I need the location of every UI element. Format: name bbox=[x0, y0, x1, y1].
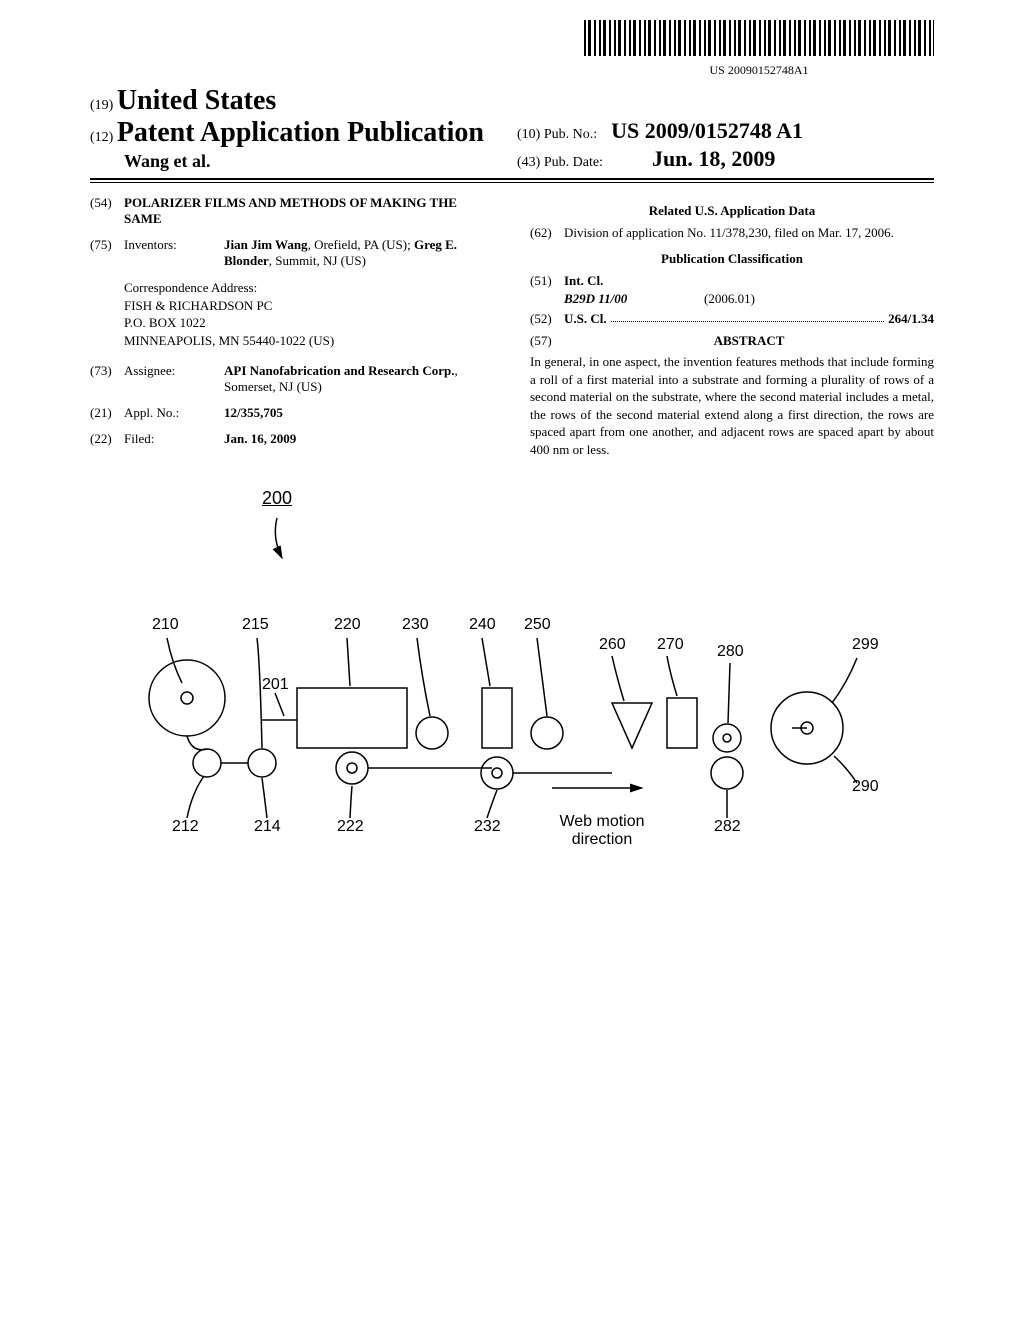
lbl-270: 270 bbox=[657, 636, 684, 654]
lbl-260: 260 bbox=[599, 636, 626, 654]
barcode bbox=[584, 20, 934, 56]
pubdate: Jun. 18, 2009 bbox=[652, 146, 775, 171]
inventor-name-1: Jian Jim Wang bbox=[224, 237, 308, 252]
header-left: (19) United States (12) Patent Applicati… bbox=[90, 85, 507, 172]
division-row: (62) Division of application No. 11/378,… bbox=[530, 225, 934, 241]
filed-num: (22) bbox=[90, 431, 124, 447]
inventors-row: (75) Inventors: Jian Jim Wang, Orefield,… bbox=[90, 237, 494, 269]
pubno-line: (10) Pub. No.: US 2009/0152748 A1 bbox=[517, 118, 934, 144]
abstract-header: (57) ABSTRACT bbox=[530, 333, 934, 349]
related-title: Related U.S. Application Data bbox=[530, 203, 934, 219]
inventors: Jian Jim Wang, Orefield, PA (US); Greg E… bbox=[224, 237, 494, 269]
corr-line1: FISH & RICHARDSON PC bbox=[124, 297, 494, 315]
pub-type-line: (12) Patent Application Publication bbox=[90, 117, 507, 149]
lbl-webmotion: Web motion direction bbox=[557, 813, 647, 849]
left-column: (54) POLARIZER FILMS AND METHODS OF MAKI… bbox=[90, 195, 512, 458]
barcode-area: US 20090152748A1 bbox=[90, 20, 934, 79]
lbl-230: 230 bbox=[402, 616, 429, 634]
country-line: (19) United States bbox=[90, 85, 507, 117]
filed: Jan. 16, 2009 bbox=[224, 431, 494, 447]
corr-label: Correspondence Address: bbox=[124, 279, 494, 297]
intcl-year: (2006.01) bbox=[704, 291, 755, 307]
pubno-label: Pub. No.: bbox=[544, 127, 597, 142]
barcode-number: US 20090152748A1 bbox=[584, 63, 934, 78]
uscl-num: (52) bbox=[530, 311, 564, 327]
invention-title: POLARIZER FILMS AND METHODS OF MAKING TH… bbox=[124, 195, 494, 227]
applno: 12/355,705 bbox=[224, 405, 494, 421]
lbl-214: 214 bbox=[254, 818, 281, 836]
pubdate-num: (43) bbox=[517, 155, 540, 170]
pubdate-line: (43) Pub. Date: Jun. 18, 2009 bbox=[517, 146, 934, 172]
assignee: API Nanofabrication and Research Corp., … bbox=[224, 363, 494, 395]
uscl-val: 264/1.34 bbox=[888, 311, 934, 327]
corr-line3: MINNEAPOLIS, MN 55440-1022 (US) bbox=[124, 332, 494, 350]
dotfill bbox=[611, 311, 885, 322]
figure: 200 bbox=[112, 488, 912, 888]
lbl-215: 215 bbox=[242, 616, 269, 634]
assignee-label: Assignee: bbox=[124, 363, 224, 379]
applno-num: (21) bbox=[90, 405, 124, 421]
intcl-row: (51) Int. Cl. bbox=[530, 273, 934, 289]
patent-page: US 20090152748A1 (19) United States (12)… bbox=[0, 0, 1024, 928]
authors: Wang et al. bbox=[124, 151, 507, 172]
pub-type-num: (12) bbox=[90, 130, 113, 145]
fig-label-200: 200 bbox=[262, 488, 292, 509]
pubno: US 2009/0152748 A1 bbox=[611, 118, 803, 143]
lbl-299: 299 bbox=[852, 636, 879, 654]
abstract-num: (57) bbox=[530, 333, 564, 349]
correspondence-block: Correspondence Address: FISH & RICHARDSO… bbox=[124, 279, 494, 349]
lbl-212: 212 bbox=[172, 818, 199, 836]
header-right: (10) Pub. No.: US 2009/0152748 A1 (43) P… bbox=[507, 118, 934, 172]
abstract-label: ABSTRACT bbox=[564, 333, 934, 349]
lbl-222: 222 bbox=[337, 818, 364, 836]
pub-type: Patent Application Publication bbox=[117, 117, 484, 148]
intcl-num: (51) bbox=[530, 273, 564, 289]
title-num: (54) bbox=[90, 195, 124, 211]
title-row: (54) POLARIZER FILMS AND METHODS OF MAKI… bbox=[90, 195, 494, 227]
abstract-text: In general, in one aspect, the invention… bbox=[530, 353, 934, 458]
figure-svg bbox=[112, 488, 912, 888]
lbl-201: 201 bbox=[262, 676, 289, 694]
division-num: (62) bbox=[530, 225, 564, 241]
applno-label: Appl. No.: bbox=[124, 405, 224, 421]
country-num: (19) bbox=[90, 98, 113, 113]
filed-label: Filed: bbox=[124, 431, 224, 447]
rule-thin bbox=[90, 182, 934, 183]
lbl-250: 250 bbox=[524, 616, 551, 634]
corr-line2: P.O. BOX 1022 bbox=[124, 314, 494, 332]
country: United States bbox=[117, 85, 276, 116]
assignee-name: API Nanofabrication and Research Corp. bbox=[224, 363, 455, 378]
intcl-label: Int. Cl. bbox=[564, 273, 934, 289]
uscl-row: (52) U.S. Cl. 264/1.34 bbox=[530, 311, 934, 327]
pubdate-label: Pub. Date: bbox=[544, 155, 603, 170]
lbl-220: 220 bbox=[334, 616, 361, 634]
uscl-label: U.S. Cl. bbox=[564, 311, 607, 327]
lbl-232: 232 bbox=[474, 818, 501, 836]
lbl-290: 290 bbox=[852, 778, 879, 796]
inventors-label: Inventors: bbox=[124, 237, 224, 253]
applno-row: (21) Appl. No.: 12/355,705 bbox=[90, 405, 494, 421]
pubno-num: (10) bbox=[517, 127, 540, 142]
rule-thick bbox=[90, 178, 934, 180]
filed-row: (22) Filed: Jan. 16, 2009 bbox=[90, 431, 494, 447]
intcl-code-row: B29D 11/00 (2006.01) bbox=[564, 291, 934, 307]
lbl-240: 240 bbox=[469, 616, 496, 634]
right-column: Related U.S. Application Data (62) Divis… bbox=[512, 195, 934, 458]
body-columns: (54) POLARIZER FILMS AND METHODS OF MAKI… bbox=[90, 195, 934, 458]
inventors-num: (75) bbox=[90, 237, 124, 253]
assignee-num: (73) bbox=[90, 363, 124, 379]
division-text: Division of application No. 11/378,230, … bbox=[564, 225, 934, 241]
lbl-210: 210 bbox=[152, 616, 179, 634]
pubclass-title: Publication Classification bbox=[530, 251, 934, 267]
header: (19) United States (12) Patent Applicati… bbox=[90, 85, 934, 172]
lbl-280: 280 bbox=[717, 643, 744, 661]
assignee-row: (73) Assignee: API Nanofabrication and R… bbox=[90, 363, 494, 395]
lbl-282: 282 bbox=[714, 818, 741, 836]
intcl-code: B29D 11/00 bbox=[564, 291, 704, 307]
